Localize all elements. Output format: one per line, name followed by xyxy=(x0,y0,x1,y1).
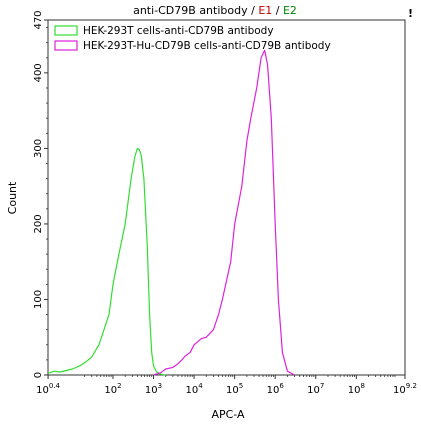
series-line-hek293t-hu-cd79b xyxy=(153,49,295,376)
title-gate-e1: E1 xyxy=(258,4,272,17)
y-tick-label: 300 xyxy=(33,139,44,158)
title-prefix: anti-CD79B antibody / xyxy=(133,4,258,17)
y-tick-label: 100 xyxy=(33,290,44,309)
legend-label-hek293t: HEK-293T cells-anti-CD79B antibody xyxy=(83,25,274,37)
x-tick-label: 105 xyxy=(226,382,243,396)
x-tick-label: 106 xyxy=(267,382,285,396)
x-tick-label: 109.2 xyxy=(393,382,417,396)
corner-mark: ! xyxy=(408,7,413,20)
y-tick-label: 200 xyxy=(33,214,44,233)
x-tick-label: 102 xyxy=(104,382,121,396)
chart-title: anti-CD79B antibody / E1 / E2 xyxy=(133,4,297,17)
y-tick-label: 470 xyxy=(33,10,44,29)
y-tick-label: 0 xyxy=(33,372,44,378)
series-line-hek293t xyxy=(47,147,166,376)
title-separator: / xyxy=(272,4,283,17)
x-tick-label: 108 xyxy=(348,382,365,396)
x-axis: 100.4 102 103 104 105 106 107 108 109.2 xyxy=(36,375,417,396)
series-layer xyxy=(47,49,295,376)
legend-swatch-hek293t xyxy=(54,25,78,36)
legend-swatch-hek293t-hu-cd79b xyxy=(54,40,78,51)
x-axis-label: APC-A xyxy=(211,408,245,421)
legend-label-hek293t-hu-cd79b: HEK-293T-Hu-CD79B cells-anti-CD79B antib… xyxy=(83,40,331,52)
y-axis-label: Count xyxy=(6,181,19,214)
plot-frame xyxy=(47,19,406,376)
legend: HEK-293T cells-anti-CD79B antibody HEK-2… xyxy=(54,25,331,52)
x-tick-label: 100.4 xyxy=(36,382,60,396)
x-tick-label: 104 xyxy=(185,382,203,396)
y-tick-label: 400 xyxy=(33,63,44,82)
title-gate-e2: E2 xyxy=(283,4,297,17)
x-tick-label: 107 xyxy=(307,382,324,396)
y-axis: 0 100 200 300 400 470 xyxy=(33,10,48,378)
x-tick-label: 103 xyxy=(145,382,162,396)
